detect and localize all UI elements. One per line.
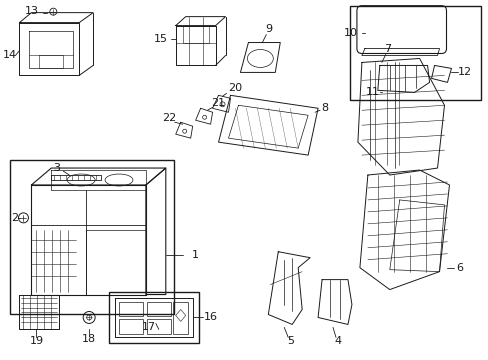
Text: 13: 13 bbox=[24, 6, 39, 15]
Bar bbox=[9, 160, 173, 315]
Bar bbox=[119, 302, 142, 316]
Bar bbox=[109, 292, 198, 343]
Text: 21: 21 bbox=[211, 98, 225, 108]
Text: 9: 9 bbox=[264, 24, 271, 33]
Text: 19: 19 bbox=[29, 336, 43, 346]
Bar bbox=[119, 319, 142, 334]
Bar bbox=[172, 302, 187, 334]
Text: 14: 14 bbox=[2, 50, 17, 60]
Text: 12: 12 bbox=[456, 67, 470, 77]
Text: 2: 2 bbox=[11, 213, 18, 223]
Text: 22: 22 bbox=[162, 113, 176, 123]
Text: 18: 18 bbox=[82, 334, 96, 345]
Bar bbox=[146, 302, 170, 316]
Bar bbox=[349, 6, 480, 100]
Bar bbox=[146, 319, 170, 334]
Text: 7: 7 bbox=[384, 44, 390, 54]
Text: 20: 20 bbox=[228, 84, 242, 93]
Text: 11: 11 bbox=[365, 87, 379, 97]
Text: 17: 17 bbox=[142, 323, 156, 332]
Text: 4: 4 bbox=[334, 336, 341, 346]
Text: 16: 16 bbox=[203, 312, 217, 323]
Text: 8: 8 bbox=[321, 103, 328, 113]
Text: 10: 10 bbox=[343, 28, 357, 37]
Text: 1: 1 bbox=[192, 250, 199, 260]
Text: 15: 15 bbox=[154, 33, 167, 44]
Text: 6: 6 bbox=[455, 263, 462, 273]
Text: 5: 5 bbox=[286, 336, 293, 346]
Text: 3: 3 bbox=[53, 163, 60, 173]
